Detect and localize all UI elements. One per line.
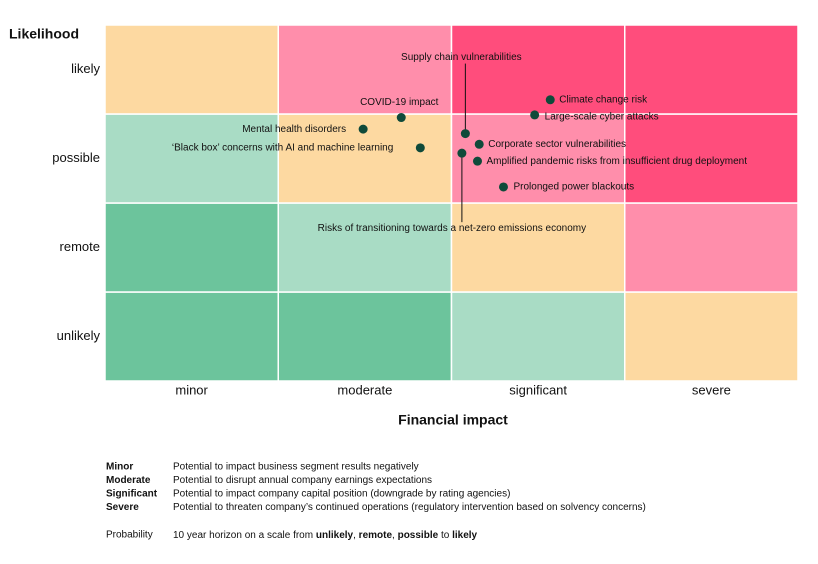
matrix-cell (624, 291, 799, 382)
y-category-label: unlikely (57, 328, 101, 343)
risk-point (498, 182, 508, 192)
risk-point (415, 143, 425, 153)
matrix-cell (277, 24, 453, 115)
definition-term: Severe (106, 502, 139, 513)
x-category-label: significant (509, 382, 567, 397)
probability-part: likely (452, 530, 477, 541)
definition-term: Significant (106, 489, 158, 500)
probability-part: 10 year horizon on a scale from (173, 530, 316, 541)
matrix-cell (104, 24, 279, 115)
probability-part: to (438, 530, 452, 541)
risk-label: Risks of transitioning towards a net-zer… (318, 223, 586, 234)
matrix-cell (104, 113, 279, 204)
probability-part: possible (398, 530, 439, 541)
definition-text: Potential to impact business segment res… (173, 462, 419, 473)
risk-label: Supply chain vulnerabilities (401, 52, 522, 63)
risk-point (530, 110, 540, 120)
y-title: Likelihood (9, 26, 79, 42)
probability-part: unlikely (316, 530, 354, 541)
risk-label: Prolonged power blackouts (513, 182, 634, 193)
y-category-label: likely (71, 61, 100, 76)
risk-point (457, 148, 467, 158)
definition-term: Minor (106, 462, 133, 473)
risk-point (545, 95, 555, 105)
risk-point (396, 113, 406, 123)
x-category-label: moderate (337, 382, 392, 397)
matrix-cell (624, 24, 799, 115)
matrix-cell (450, 291, 626, 382)
risk-point (472, 156, 482, 166)
definition-text: Potential to threaten company’s continue… (173, 502, 646, 513)
matrix-cell (277, 291, 453, 382)
risk-label: Corporate sector vulnerabilities (488, 139, 626, 150)
risk-point (460, 129, 470, 139)
matrix-cell (624, 113, 799, 204)
probability-text: 10 year horizon on a scale from unlikely… (173, 530, 478, 541)
definition-text: Potential to disrupt annual company earn… (173, 475, 432, 486)
x-category-label: minor (175, 382, 208, 397)
risk-label: ‘Black box’ concerns with AI and machine… (172, 142, 393, 153)
risk-label: COVID-19 impact (360, 97, 439, 108)
risk-label: Amplified pandemic risks from insufficie… (486, 156, 747, 167)
matrix-cell (450, 202, 626, 293)
probability-term: Probability (106, 530, 153, 541)
risk-label: Climate change risk (559, 94, 648, 105)
matrix-cell (450, 24, 626, 115)
probability-part: , (392, 530, 398, 541)
matrix-cell (277, 202, 453, 293)
probability-part: remote (359, 530, 393, 541)
matrix-cell (104, 291, 279, 382)
y-category-label: remote (60, 239, 100, 254)
risk-label: Mental health disorders (242, 124, 346, 135)
risk-point (474, 139, 484, 149)
x-category-label: severe (692, 382, 731, 397)
probability-part: , (353, 530, 359, 541)
definition-text: Potential to impact company capital posi… (173, 489, 510, 500)
x-title: Financial impact (398, 412, 508, 428)
matrix-cell (624, 202, 799, 293)
risk-point (358, 124, 368, 134)
risk-label: Large-scale cyber attacks (545, 112, 659, 123)
y-category-label: possible (52, 150, 100, 165)
definition-term: Moderate (106, 475, 151, 486)
matrix-cell (104, 202, 279, 293)
